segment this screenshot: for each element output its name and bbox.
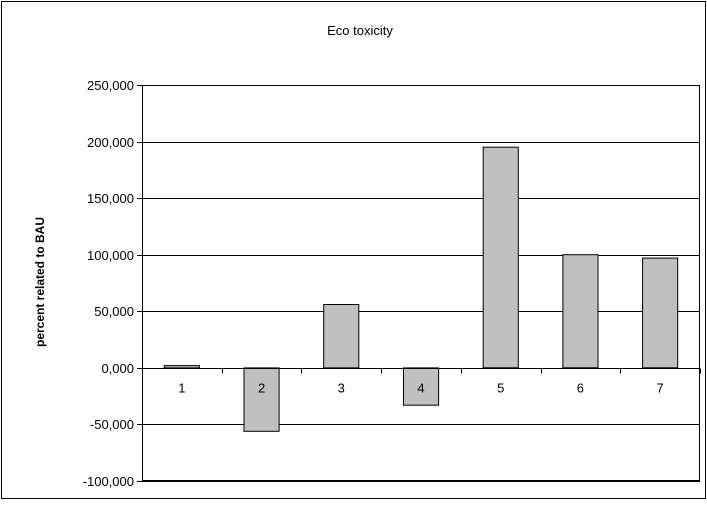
bar-1	[163, 365, 200, 369]
x-tick-label: 1	[178, 381, 185, 396]
x-tick-label: 3	[338, 381, 345, 396]
y-tick-label: 50,000	[94, 304, 134, 319]
y-tick-label: 200,000	[87, 135, 134, 150]
y-axis-label: percent related to BAU	[33, 217, 47, 347]
plot-frame	[142, 85, 700, 481]
y-tick-label: 150,000	[87, 191, 134, 206]
x-tick-label: 5	[497, 381, 504, 396]
bar-4	[403, 367, 440, 406]
chart-title: Eco toxicity	[327, 23, 393, 38]
bar-7	[642, 257, 679, 369]
y-tick-label: -50,000	[90, 417, 134, 432]
y-tick-label: 100,000	[87, 248, 134, 263]
bars	[163, 146, 679, 432]
bar-3	[323, 304, 360, 369]
axes	[137, 85, 701, 482]
bar-5	[482, 146, 519, 369]
bar-6	[562, 254, 599, 369]
x-tick-label: 6	[577, 381, 584, 396]
x-tick-label: 2	[258, 381, 265, 396]
x-tick-label: 4	[417, 381, 424, 396]
y-tick-label: -100,000	[83, 474, 134, 489]
x-tick-label: 7	[656, 381, 663, 396]
bar-2	[243, 367, 280, 432]
y-tick-label: 0,000	[101, 361, 134, 376]
labels: -100,000 -50,000 0,000 50,000 100,000 150,000…	[83, 78, 664, 489]
y-tick-label: 250,000	[87, 78, 134, 93]
